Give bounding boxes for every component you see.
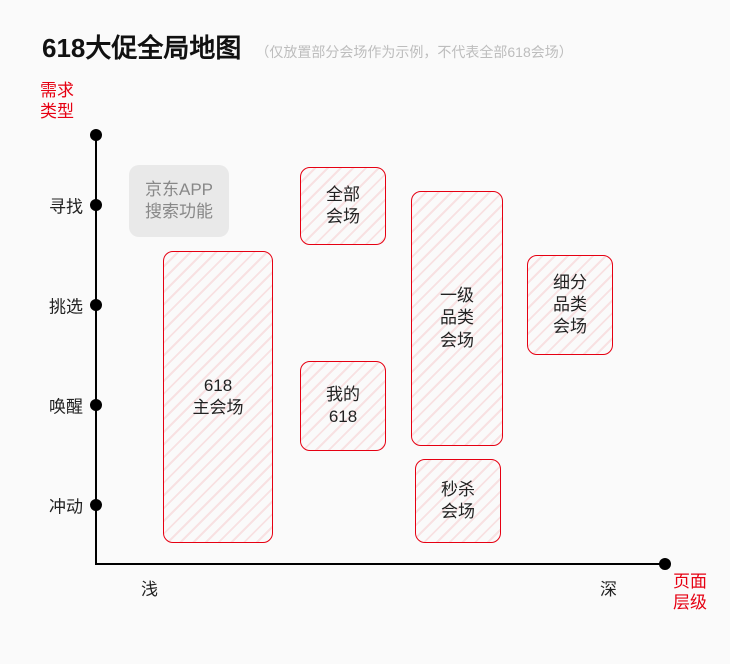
node-label: 一级品类会场 bbox=[432, 281, 482, 355]
x-axis-title: 页面层级 bbox=[673, 571, 713, 614]
node-label: 细分品类会场 bbox=[545, 268, 595, 342]
node-seckill-venue: 秒杀会场 bbox=[415, 459, 501, 543]
node-label: 全部会场 bbox=[318, 180, 368, 232]
node-sub-category: 细分品类会场 bbox=[527, 255, 613, 355]
node-label: 京东APP搜索功能 bbox=[137, 175, 221, 227]
y-tick-label: 寻找 bbox=[49, 193, 83, 218]
x-tick-label: 浅 bbox=[141, 575, 158, 600]
y-tick-dot bbox=[90, 499, 102, 511]
page-subtitle: （仅放置部分会场作为示例，不代表全部618会场） bbox=[255, 42, 572, 62]
page-title: 618大促全局地图 bbox=[42, 28, 241, 65]
node-main-venue: 618主会场 bbox=[163, 251, 273, 543]
x-tick-label: 深 bbox=[600, 575, 617, 600]
node-my-618: 我的618 bbox=[300, 361, 386, 451]
y-axis-arrow-dot bbox=[90, 129, 102, 141]
y-axis-title: 需求类型 bbox=[40, 80, 80, 123]
header: 618大促全局地图 （仅放置部分会场作为示例，不代表全部618会场） bbox=[42, 28, 573, 65]
y-tick-dot bbox=[90, 299, 102, 311]
y-tick-dot bbox=[90, 399, 102, 411]
y-tick-label: 冲动 bbox=[49, 493, 83, 518]
node-jd-app-search: 京东APP搜索功能 bbox=[129, 165, 229, 237]
node-label: 秒杀会场 bbox=[433, 475, 483, 527]
node-label: 我的618 bbox=[318, 380, 368, 432]
x-axis-arrow-dot bbox=[659, 558, 671, 570]
y-tick-label: 唤醒 bbox=[49, 393, 83, 418]
node-level1-category: 一级品类会场 bbox=[411, 191, 503, 446]
y-tick-label: 挑选 bbox=[49, 293, 83, 318]
x-axis-line bbox=[95, 563, 665, 565]
y-tick-dot bbox=[90, 199, 102, 211]
node-all-venues: 全部会场 bbox=[300, 167, 386, 245]
plot-area: 需求类型 页面层级 寻找挑选唤醒冲动 浅深 京东APP搜索功能618主会场全部会… bbox=[95, 135, 665, 565]
node-label: 618主会场 bbox=[185, 371, 252, 423]
